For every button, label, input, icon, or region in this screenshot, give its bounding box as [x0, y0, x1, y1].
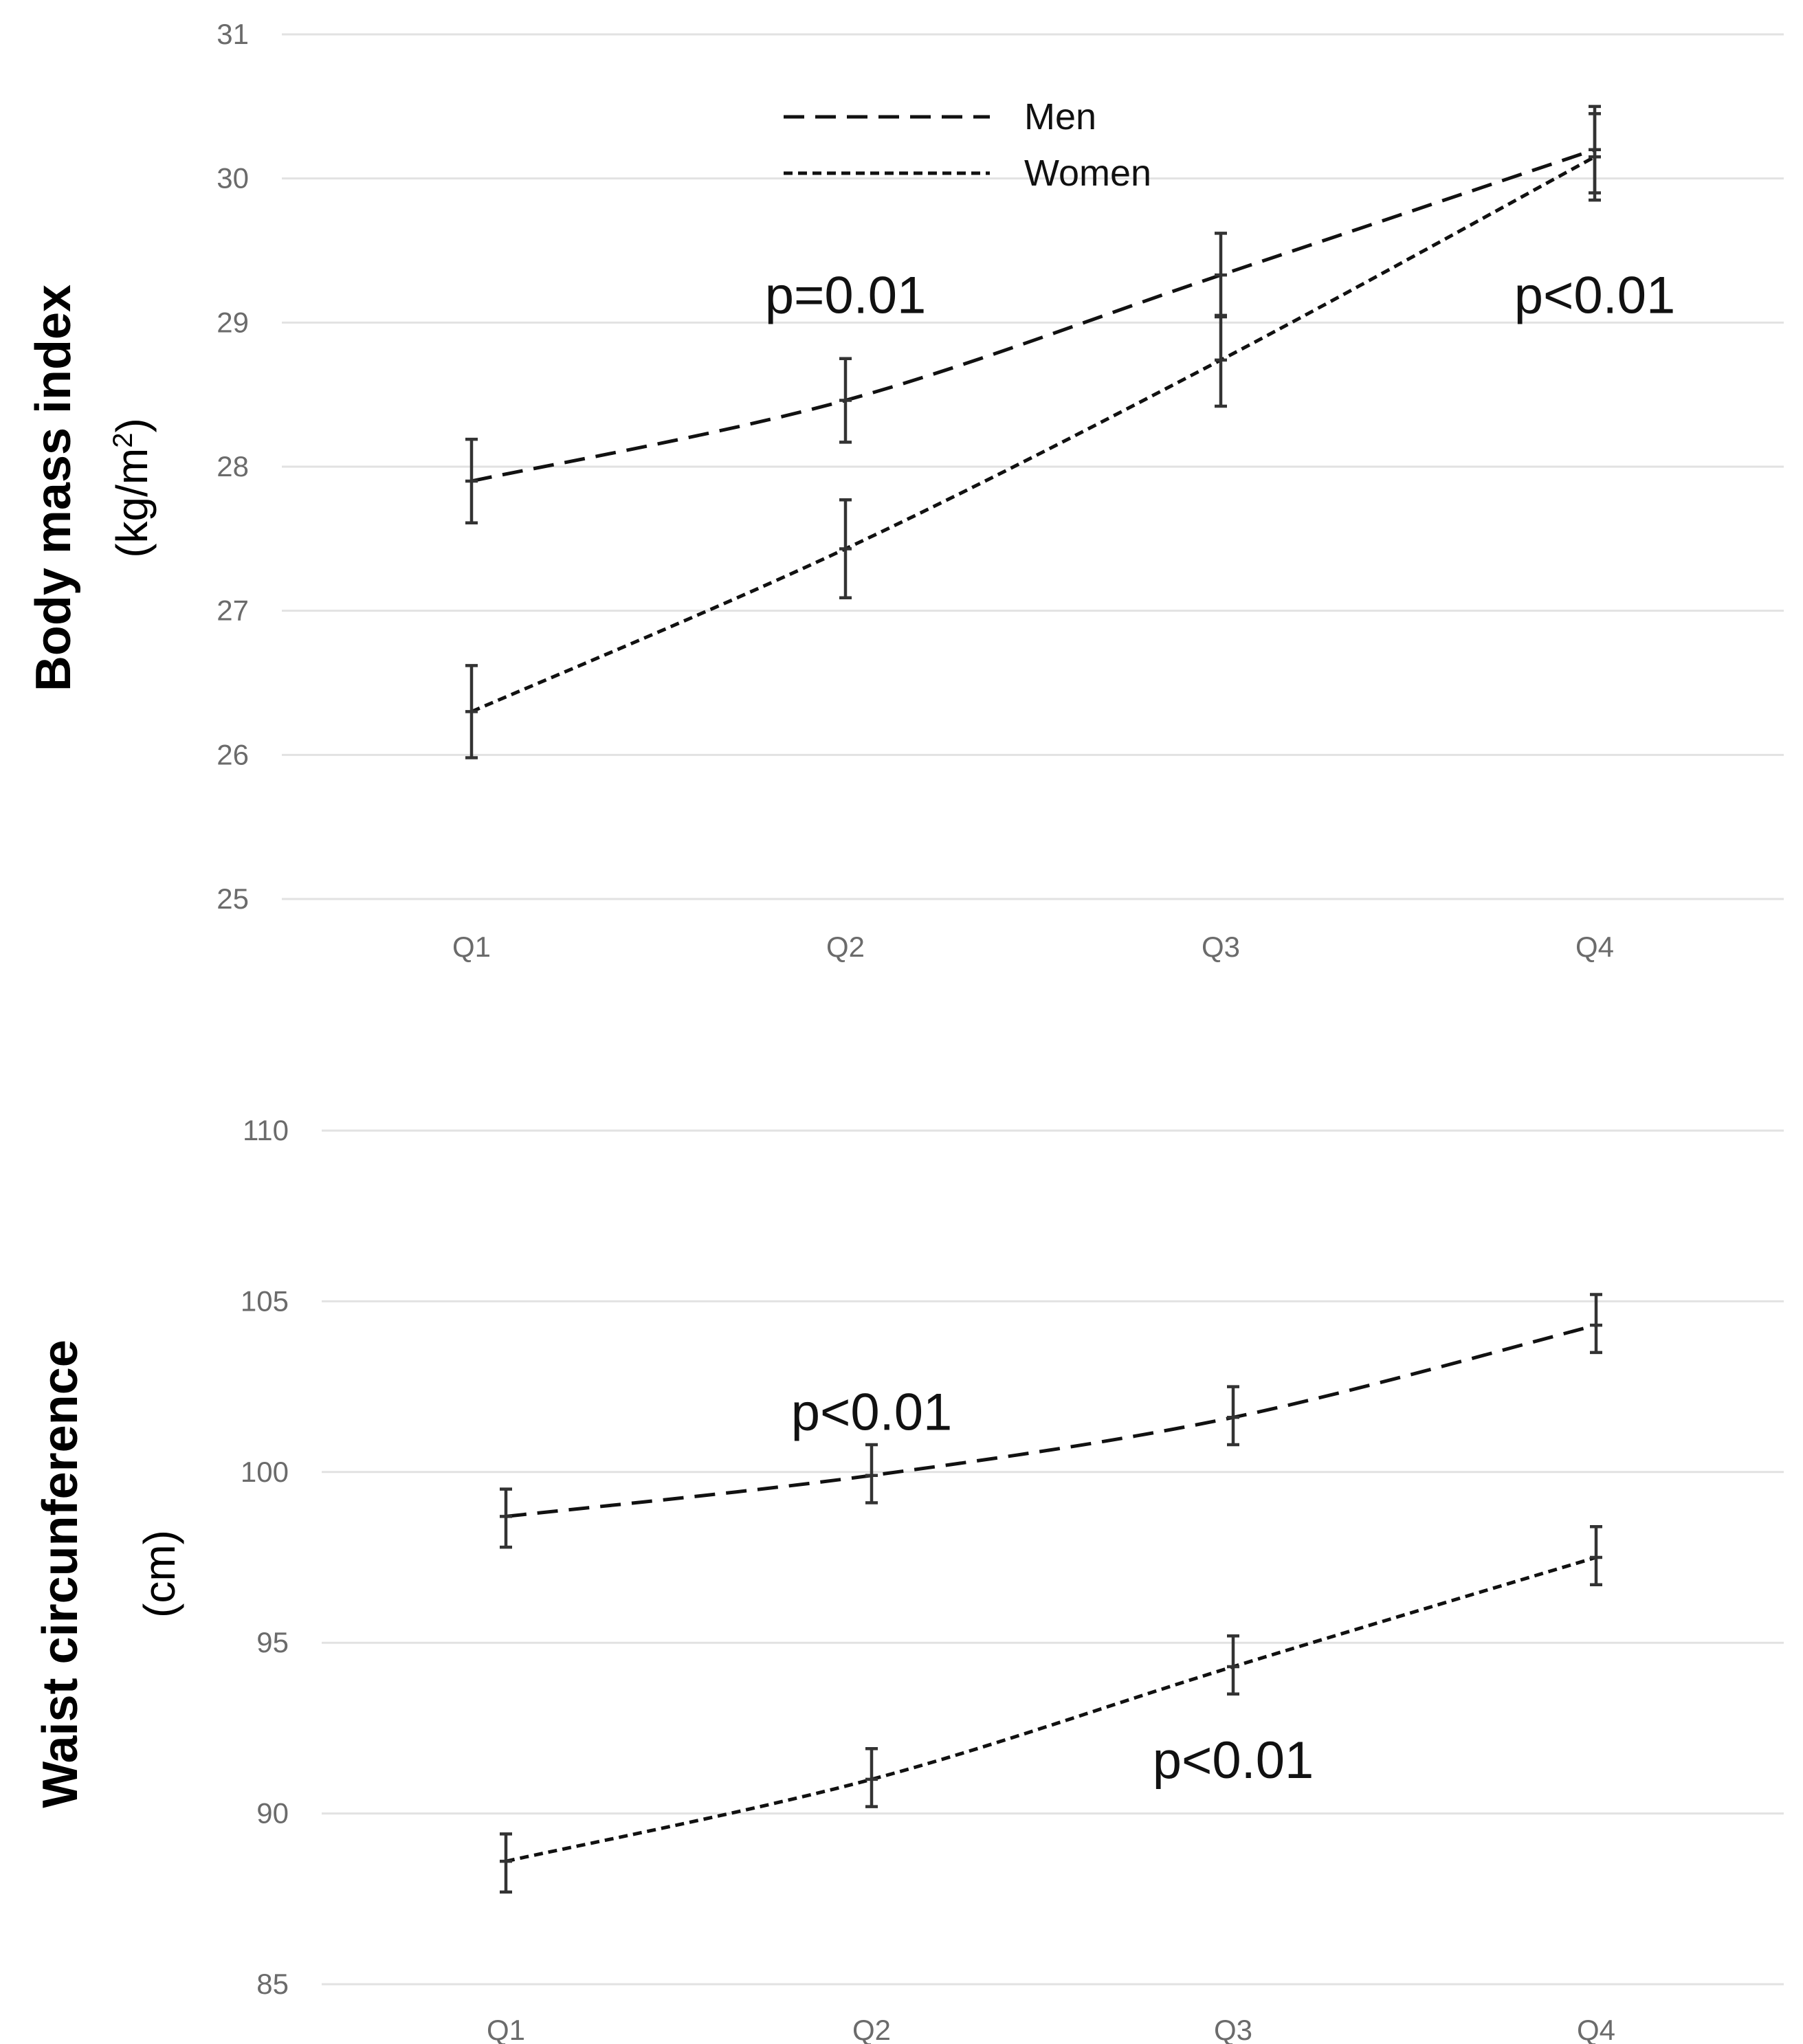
waist-x-tick-label: Q4 [1577, 2014, 1615, 2044]
legend-men-label: Men [1024, 96, 1096, 137]
bmi-women-line [471, 155, 1596, 713]
waist-x-tick-label: Q2 [852, 2014, 891, 2044]
waist-y-tick-label: 100 [241, 1456, 289, 1488]
bmi-x-tick-label: Q4 [1575, 931, 1614, 963]
waist-y-tick-label: 95 [256, 1626, 289, 1658]
waist-series [500, 1293, 1602, 1894]
legend-women-label: Women [1024, 153, 1151, 194]
legend: Men Women [784, 96, 1151, 194]
bmi-men-line [471, 148, 1595, 483]
bmi-p-value-label: p=0.01 [765, 266, 927, 324]
waist-p-value-label: p<0.01 [1153, 1731, 1314, 1790]
waist-y-tick-labels: 85 90 95 100 105 110 [241, 1114, 289, 2000]
waist-y-tick-label: 110 [243, 1114, 289, 1146]
bmi-x-tick-label: Q1 [452, 931, 491, 963]
waist-x-tick-label: Q3 [1214, 2014, 1252, 2044]
waist-x-tick-label: Q1 [487, 2014, 525, 2044]
bmi-y-tick-label: 29 [217, 306, 249, 338]
bmi-y-tick-labels: 25 26 27 28 29 30 31 [217, 18, 249, 915]
bmi-y-axis-title: Body mass index [26, 285, 81, 691]
waist-y-axis-title: Waist circunference [33, 1340, 88, 1808]
bmi-y-axis-unit: (kg/m2) [107, 418, 157, 558]
bmi-x-tick-label: Q3 [1202, 931, 1240, 963]
bmi-p-value-label: p<0.01 [1514, 266, 1676, 324]
waist-annotations: p<0.01 p<0.01 [791, 1383, 1314, 1790]
waist-p-value-label: p<0.01 [791, 1383, 953, 1441]
bmi-series [465, 104, 1601, 759]
waist-men-line [505, 1323, 1597, 1518]
bmi-annotations: p=0.01 p<0.01 [765, 266, 1676, 324]
bmi-y-tick-label: 27 [217, 595, 249, 627]
waist-y-tick-label: 105 [241, 1285, 289, 1317]
bmi-panel: 25 26 27 28 29 30 31 Q1 Q2 Q3 Q4 p=0.01 p<0.01 Bod… [26, 18, 1784, 963]
waist-y-axis-unit: (cm) [135, 1530, 184, 1618]
bmi-x-tick-label: Q2 [826, 931, 865, 963]
bmi-y-tick-label: 26 [217, 738, 249, 770]
bmi-y-tick-label: 30 [217, 162, 249, 195]
waist-panel: 85 90 95 100 105 110 Q1 Q2 Q3 Q4 p<0.01 p<0.01 Wa… [33, 1114, 1784, 2044]
waist-x-tick-labels: Q1 Q2 Q3 Q4 [487, 2014, 1615, 2044]
bmi-y-tick-label: 28 [217, 450, 249, 482]
bmi-y-tick-label: 25 [217, 882, 249, 915]
bmi-x-tick-labels: Q1 Q2 Q3 Q4 [452, 931, 1614, 963]
bmi-y-tick-label: 31 [217, 18, 249, 50]
bmi-gridlines [282, 33, 1784, 900]
waist-y-tick-label: 90 [256, 1797, 289, 1830]
waist-gridlines [322, 1129, 1784, 1986]
waist-y-tick-label: 85 [256, 1968, 289, 2000]
waist-women-line [505, 1555, 1597, 1863]
